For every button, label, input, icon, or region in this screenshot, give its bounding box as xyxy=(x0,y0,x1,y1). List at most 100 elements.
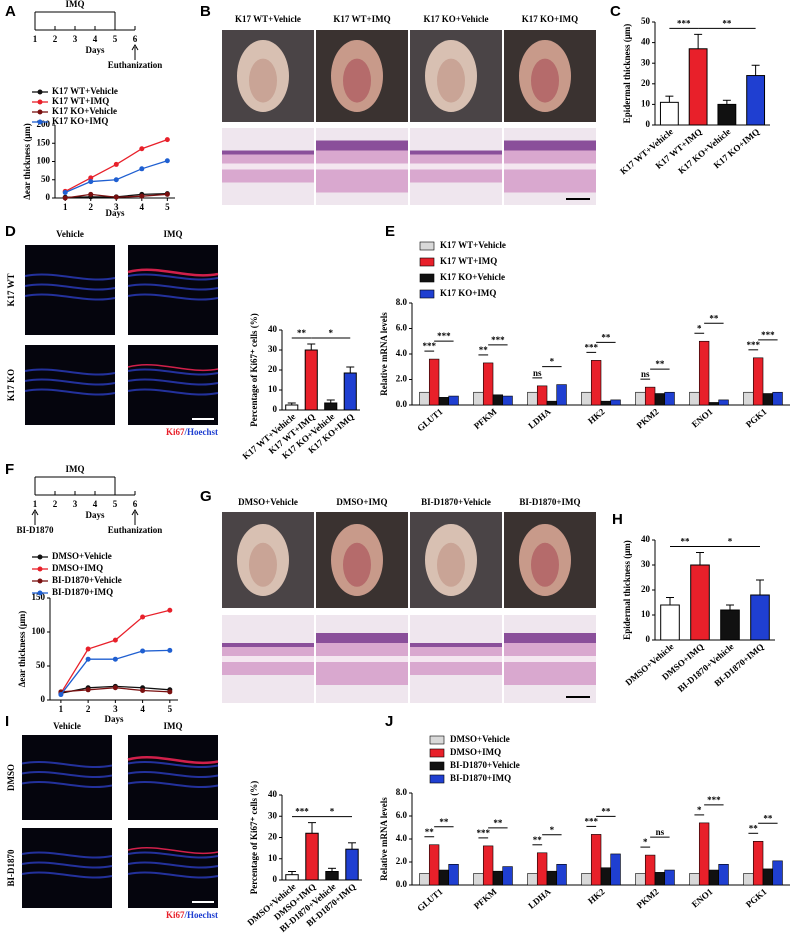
legend-label: K17 KO+IMQ xyxy=(440,288,496,298)
y-tick-label: 6.0 xyxy=(396,810,408,820)
significance-label: ** xyxy=(297,328,307,338)
photo-label: K17 WT+IMQ xyxy=(333,14,390,24)
y-tick-label: 150 xyxy=(37,137,51,147)
y-tick-label: 8.0 xyxy=(396,787,408,797)
timeline-tick-label: 5 xyxy=(113,499,118,509)
cartilage xyxy=(316,656,408,662)
x-tick-label: PGK1 xyxy=(744,406,769,429)
bar xyxy=(664,391,675,406)
bar xyxy=(438,397,450,406)
legend-swatch xyxy=(419,289,435,299)
legend-marker xyxy=(37,590,43,596)
ear-inner xyxy=(531,58,559,103)
data-point xyxy=(112,685,118,691)
y-tick-label: 50 xyxy=(41,174,51,184)
y-axis-label: Percentage of Ki67⁺ cells (%) xyxy=(249,313,259,427)
data-point xyxy=(167,647,173,653)
bar xyxy=(698,340,710,406)
epidermis xyxy=(316,633,408,643)
legend-marker xyxy=(37,99,43,105)
y-axis-label: Percentage of Ki67⁺ cells (%) xyxy=(249,781,259,895)
significance-label: *** xyxy=(761,330,775,340)
photo-label: DMSO+IMQ xyxy=(336,497,387,507)
significance-label: ** xyxy=(479,345,489,355)
x-tick-label: 3 xyxy=(114,202,119,212)
significance-label: * xyxy=(550,825,555,835)
data-point xyxy=(139,166,145,172)
ki67-band xyxy=(127,268,219,277)
y-tick-label: 10 xyxy=(641,98,651,108)
bar xyxy=(546,870,558,886)
stain-legend: Ki67/Hoechst xyxy=(166,427,218,437)
significance-label: ** xyxy=(709,313,719,323)
bar xyxy=(502,866,513,886)
x-tick-label: ENO1 xyxy=(690,406,715,429)
bar xyxy=(527,873,538,886)
significance-label: ** xyxy=(439,817,449,827)
nuclei-band xyxy=(127,368,219,376)
bar xyxy=(546,400,558,406)
panel-label: A xyxy=(5,3,16,20)
bar xyxy=(689,873,700,886)
data-point xyxy=(88,175,94,181)
bar xyxy=(654,872,666,886)
bar xyxy=(718,399,729,406)
bar xyxy=(492,394,504,406)
legend-label: K17 WT+IMQ xyxy=(440,256,497,266)
bar xyxy=(659,101,679,126)
nuclei-band xyxy=(24,273,116,281)
epidermis xyxy=(504,633,596,643)
if-row-label: K17 KO xyxy=(6,369,16,401)
x-tick-label: PGK1 xyxy=(744,886,769,909)
y-tick-label: 2.0 xyxy=(396,374,408,384)
bar xyxy=(325,871,339,881)
photo-label: K17 KO+IMQ xyxy=(522,14,578,24)
significance-label: ns xyxy=(656,827,665,837)
bar xyxy=(750,594,770,641)
x-tick-label: PFKM xyxy=(472,886,499,911)
epidermis xyxy=(222,643,314,647)
data-point xyxy=(167,689,173,695)
bar xyxy=(304,349,318,411)
bar xyxy=(556,384,567,406)
bar xyxy=(743,391,754,406)
bar xyxy=(689,391,700,406)
bar xyxy=(752,840,764,886)
y-tick-label: 8.0 xyxy=(396,297,408,307)
significance-label: ** xyxy=(763,813,773,823)
bar xyxy=(473,391,484,406)
nuclei-band xyxy=(24,368,116,376)
arrow-head xyxy=(31,509,39,516)
stain-blue: /Hoechst xyxy=(184,910,219,920)
nuclei-band xyxy=(127,273,219,281)
nuclei-band xyxy=(21,871,113,879)
stain-red: Ki67 xyxy=(166,427,185,437)
nuclei-band xyxy=(127,378,219,386)
ki67-band xyxy=(127,755,219,765)
y-tick-label: 0 xyxy=(46,192,51,202)
nuclei-band xyxy=(127,851,219,859)
bar xyxy=(556,863,567,886)
significance-label: * xyxy=(697,805,702,815)
panel-label: I xyxy=(5,713,9,730)
legend-marker xyxy=(37,566,43,572)
legend-label: K17 WT+Vehicle xyxy=(52,86,118,96)
timeline-tick-label: 4 xyxy=(93,34,98,44)
bar xyxy=(448,395,459,406)
significance-label: ** xyxy=(681,537,691,547)
y-tick-label: 0.0 xyxy=(396,879,408,889)
bar xyxy=(635,391,646,406)
ear-inner xyxy=(437,58,465,103)
nuclei-band xyxy=(21,851,113,859)
y-tick-label: 10 xyxy=(268,853,278,863)
legend-label: K17 KO+Vehicle xyxy=(440,272,505,282)
significance-label: *** xyxy=(295,807,309,817)
arrow-head xyxy=(131,44,139,51)
bar xyxy=(492,870,504,886)
y-tick-label: 50 xyxy=(641,16,651,26)
y-tick-label: 200 xyxy=(37,119,51,129)
y-tick-label: 20 xyxy=(268,832,278,842)
bar xyxy=(708,869,720,886)
ear-inner xyxy=(343,58,371,103)
photo-label: DMSO+Vehicle xyxy=(238,497,298,507)
